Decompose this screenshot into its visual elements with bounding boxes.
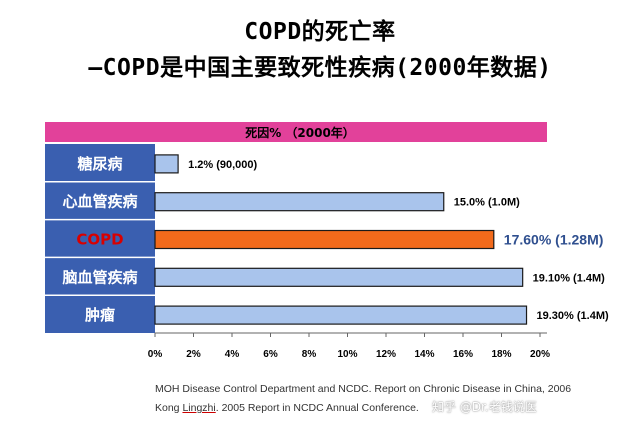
data-label: 17.60% (1.28M) <box>504 232 604 248</box>
chart-subtitle: —COPD是中国主要致死性疾病(2000年数据) <box>88 55 552 81</box>
x-tick-label: 12% <box>376 349 396 360</box>
category-label: 脑血管疾病 <box>62 268 137 286</box>
x-tick-label: 18% <box>491 349 511 360</box>
x-tick-label: 0% <box>148 349 163 360</box>
x-tick-label: 16% <box>453 349 473 360</box>
bar <box>154 267 524 287</box>
x-tick-label: 4% <box>225 349 240 360</box>
bar <box>154 154 179 174</box>
x-tick-label: 20% <box>530 349 550 360</box>
x-tick-label: 8% <box>302 349 317 360</box>
watermark: 知乎 @Dr.老钱说医 <box>432 400 537 414</box>
source-citation-1: MOH Disease Control Department and NCDC.… <box>155 383 572 395</box>
category-label: COPD <box>76 231 123 249</box>
header-label: 死因% （2000年） <box>245 125 355 140</box>
category-label: 糖尿病 <box>77 155 122 173</box>
data-label: 19.10% (1.4M) <box>533 272 605 284</box>
category-panel <box>45 144 155 333</box>
x-tick-label: 2% <box>186 349 201 360</box>
source-citation-2-prefix: Kong <box>155 402 183 414</box>
category-label: 心血管疾病 <box>62 193 137 211</box>
category-label: 肿瘤 <box>85 306 115 324</box>
source-citation-2-suffix: . 2005 Report in NCDC Annual Conference. <box>215 402 419 414</box>
data-label: 15.0% (1.0M) <box>454 197 520 209</box>
bar <box>154 305 528 325</box>
x-tick-label: 6% <box>263 349 278 360</box>
source-citation-2: Kong Lingzhi. 2005 Report in NCDC Annual… <box>155 402 419 414</box>
data-label: 19.30% (1.4M) <box>537 310 609 322</box>
source-citation-2-name: Lingzhi <box>182 402 216 414</box>
header-strip <box>45 122 547 142</box>
bar <box>154 192 445 212</box>
bar <box>154 229 495 250</box>
x-tick-label: 10% <box>337 349 357 360</box>
data-label: 1.2% (90,000) <box>188 159 257 171</box>
x-tick-label: 14% <box>414 349 434 360</box>
chart-title: COPD的死亡率 <box>244 19 396 45</box>
